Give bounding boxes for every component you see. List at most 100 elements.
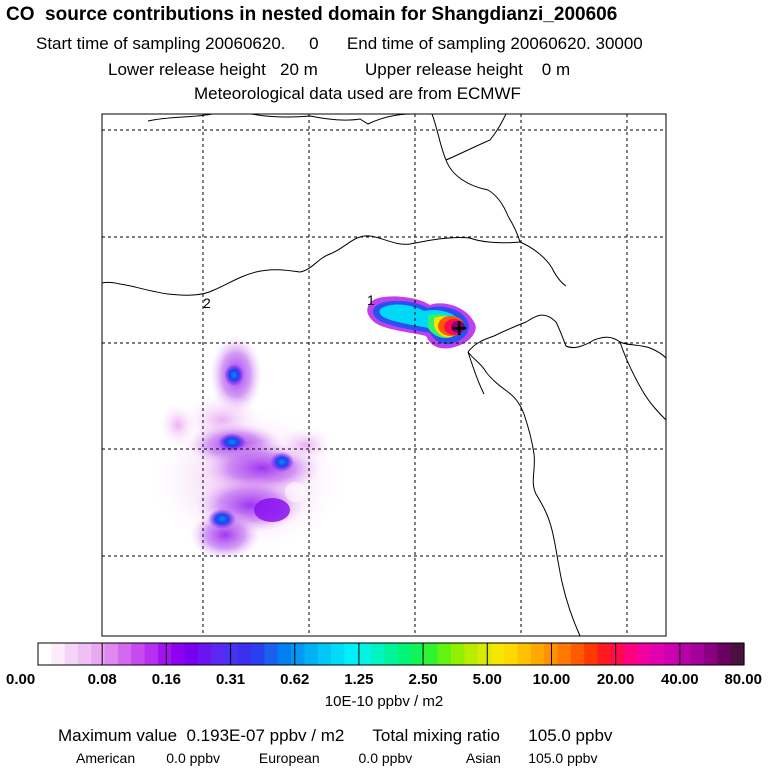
plume-core-1 <box>224 364 244 386</box>
colorbar-swatch <box>704 643 718 665</box>
region-american-name: American <box>76 750 136 766</box>
upper-height-label: Upper release height <box>365 60 523 79</box>
colorbar-swatch <box>157 643 172 665</box>
colorbar-swatch <box>304 643 319 665</box>
colorbar-swatch <box>517 643 532 665</box>
boundary-northeast <box>445 114 507 161</box>
colorbar-tick-labels: 0.00 0.08 0.16 0.31 0.62 1.25 2.50 5.00 10.00 20.… <box>6 643 762 688</box>
summary-line: Maximum value 0.193E-07 ppbv / m2 Total … <box>58 726 612 746</box>
maximum-label: Maximum value <box>58 726 178 745</box>
colorbar-swatch <box>690 643 705 665</box>
colorbar-tick-label: 5.00 <box>473 671 502 688</box>
colorbar-swatch <box>184 643 199 665</box>
colorbar-tick-label: 1.25 <box>344 671 373 688</box>
receptor-marker: + <box>450 316 468 341</box>
colorbar-swatch <box>251 643 266 665</box>
colorbar-tick-label: 0.62 <box>280 671 309 688</box>
boundary-inland <box>467 351 485 395</box>
colorbar-swatch <box>570 643 585 665</box>
map-gridlines <box>102 114 666 636</box>
boundary-north <box>251 114 413 125</box>
colorbar-swatch <box>410 643 425 665</box>
colorbar-swatch <box>384 643 399 665</box>
colorbar-swatch <box>344 643 359 665</box>
contour-label-1: 1 <box>367 292 375 308</box>
colorbar-swatch <box>437 643 452 665</box>
colorbar-tick-label: 0.31 <box>216 671 245 688</box>
total-label: Total mixing ratio <box>372 726 500 745</box>
colorbar-swatch <box>450 643 465 665</box>
colorbar-swatch <box>397 643 412 665</box>
boundary-east <box>519 241 567 287</box>
plume-east-lobe <box>277 427 333 463</box>
colorbar-tick-label: 80.00 <box>724 671 762 688</box>
boundary-north-west <box>147 114 213 122</box>
start-time-value: 20060620. 0 <box>205 34 319 53</box>
contour-label-2: 2 <box>203 295 211 311</box>
colorbar <box>38 643 745 665</box>
plume-core-2 <box>218 433 246 451</box>
plume-gap <box>285 482 305 502</box>
map-frame <box>101 113 667 637</box>
colorbar-swatch <box>77 643 92 665</box>
colorbar-tick-label: 2.50 <box>408 671 437 688</box>
region-european-value: 0.0 ppbv <box>358 750 413 766</box>
release-height-line: Lower release height 20 m Upper release … <box>108 60 570 80</box>
maximum-value: 0.193E-07 ppbv / m2 <box>186 726 345 745</box>
total-value: 105.0 ppbv <box>528 726 613 745</box>
plume-core-4 <box>208 509 236 529</box>
colorbar-swatch <box>584 643 599 665</box>
colorbar-swatch <box>317 643 332 665</box>
colorbar-swatch <box>477 643 492 665</box>
colorbar-swatch <box>424 643 439 665</box>
colorbar-swatch <box>38 643 52 665</box>
lower-height-value: 20 m <box>280 60 318 79</box>
colorbar-swatch <box>144 643 159 665</box>
colorbar-swatch <box>371 643 385 665</box>
colorbar-swatch <box>464 643 479 665</box>
map-boundaries <box>102 114 666 636</box>
colorbar-swatch <box>504 643 519 665</box>
map-area: 1 2 + <box>102 114 666 636</box>
regions-line: American 0.0 ppbv European 0.0 ppbv Asia… <box>76 750 597 766</box>
colorbar-swatch <box>717 643 732 665</box>
colorbar-swatch <box>357 643 372 665</box>
region-asian-name: Asian <box>465 750 501 766</box>
colorbar-tick-label: 20.00 <box>597 671 635 688</box>
colorbar-swatch <box>104 643 119 665</box>
colorbar-swatch <box>730 643 745 665</box>
plume-core-3 <box>270 452 294 472</box>
colorbar-swatch <box>91 643 106 665</box>
colorbar-swatch <box>557 643 572 665</box>
colorbar-swatch <box>64 643 79 665</box>
region-asian-value: 105.0 ppbv <box>528 750 598 766</box>
end-time-label: End time of sampling <box>346 34 506 53</box>
colorbar-swatch <box>51 643 66 665</box>
plume-receptor <box>367 296 476 349</box>
plume-west-lobe <box>160 403 196 447</box>
page-title: CO source contributions in nested domain… <box>6 4 618 25</box>
region-american-value: 0.0 ppbv <box>166 750 220 766</box>
colorbar-swatch <box>237 643 252 665</box>
plume-band-4 <box>190 510 260 560</box>
boundary-korea <box>619 341 666 421</box>
colorbar-swatch <box>117 643 132 665</box>
colorbar-swatch <box>650 643 665 665</box>
lower-height-label: Lower release height <box>108 60 266 79</box>
colorbar-tick-label: 40.00 <box>661 671 699 688</box>
colorbar-swatch <box>610 643 625 665</box>
colorbar-swatch <box>131 643 146 665</box>
colorbar-swatch <box>277 643 292 665</box>
colorbar-swatch <box>490 643 505 665</box>
colorbar-swatch <box>530 643 545 665</box>
colorbar-swatch <box>211 643 226 665</box>
colorbar-swatch <box>624 643 639 665</box>
colorbar-tick-label: 0.16 <box>152 671 181 688</box>
plume-southwest <box>153 335 343 560</box>
colorbar-swatch <box>171 643 186 665</box>
colorbar-swatch <box>637 643 652 665</box>
region-european-name: European <box>258 750 320 766</box>
end-time-value: 20060620. 30000 <box>510 34 643 53</box>
colorbar-swatch <box>331 643 345 665</box>
